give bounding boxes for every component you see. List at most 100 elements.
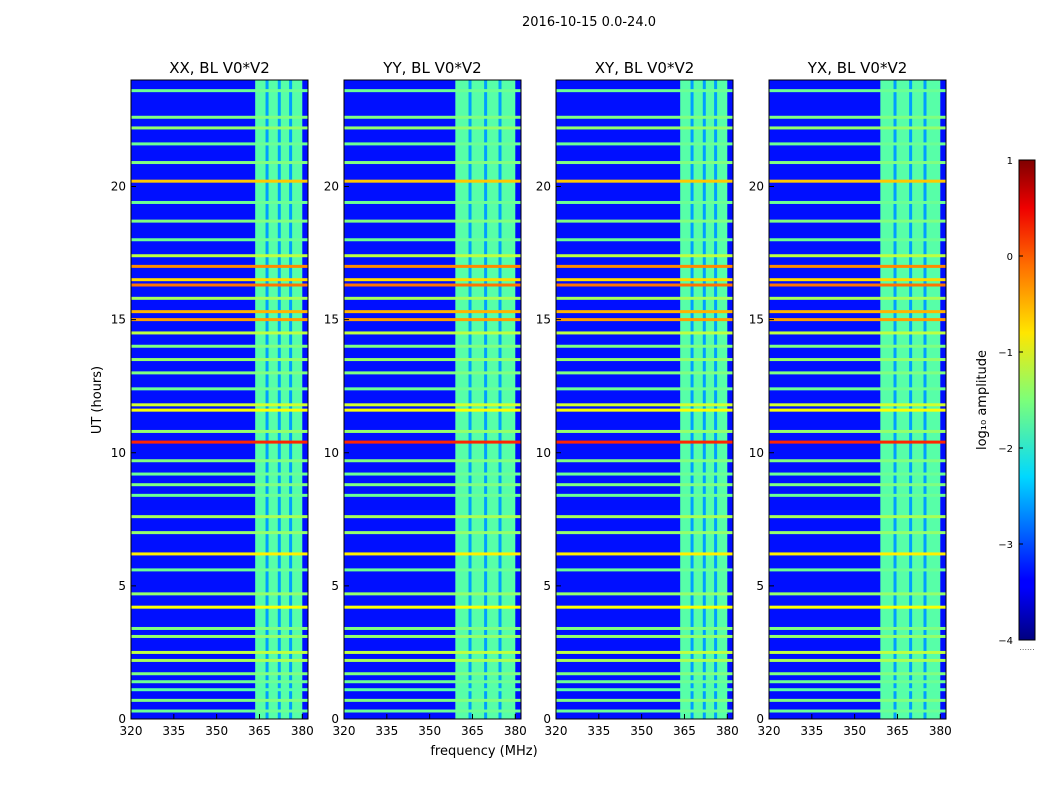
x-tick-label: 320 [333,724,356,738]
rfi-line [769,459,946,463]
panel-2: YY, BL V0*V2 320 335 350 365 380 0 5 10 15 20 [324,59,527,738]
rfi-line [769,515,946,519]
rfi-line [344,515,521,519]
y-tick-label: 0 [756,712,764,726]
rfi-line [344,605,521,609]
panel-title: XX, BL V0*V2 [169,59,270,77]
colorbar-ticks: 1 0 −1 −2 −3 −4 [998,156,1023,647]
rfi-line [769,89,946,93]
panel-title: XY, BL V0*V2 [595,59,695,77]
rfi-line [131,358,308,362]
rfi-line [344,344,521,348]
panel-1: XX, BL V0*V2 320 335 350 365 380 0 5 10 15 20 [111,59,314,738]
y-tick-label: 20 [536,180,551,194]
rfi-line [131,483,308,487]
rfi-line [769,592,946,596]
rfi-line [556,142,733,146]
rfi-line [556,672,733,676]
rfi-line [556,278,733,282]
y-tick-label: 15 [324,313,339,327]
rfi-line [556,310,733,314]
rfi-line [344,387,521,391]
rfi-line [131,552,308,556]
rfi-line [131,403,308,407]
colorbar-tick-label: 0 [1007,252,1013,263]
rfi-line [344,650,521,654]
rfi-line [344,283,521,287]
colorbar-below-note: ...... [1019,643,1034,652]
rfi-line [769,115,946,119]
x-tick-label: 380 [929,724,952,738]
y-tick-label: 0 [543,712,551,726]
rfi-line [344,89,521,93]
rfi-line [344,709,521,713]
band-gap [289,80,293,719]
band-gap [265,80,269,719]
colorbar-tick-label: −3 [998,540,1013,551]
rfi-line [556,296,733,300]
rfi-line [131,709,308,713]
rfi-line [556,531,733,535]
x-tick-label: 350 [205,724,228,738]
rfi-line [769,531,946,535]
rfi-line [769,371,946,375]
band-gap [690,80,694,719]
rfi-line [556,387,733,391]
rfi-line [344,493,521,497]
rfi-line [556,318,733,322]
rfi-line [556,605,733,609]
rfi-line [556,344,733,348]
rfi-line [131,605,308,609]
rfi-line [344,403,521,407]
rfi-line [344,238,521,242]
rfi-line [131,200,308,204]
rfi-line [131,161,308,165]
rfi-line [556,634,733,638]
panel-frame [130,79,309,720]
rfi-line [769,429,946,433]
figure-suptitle: 2016-10-15 0.0-24.0 [522,15,656,30]
rfi-line [131,515,308,519]
rfi-line [131,126,308,130]
rfi-line [769,698,946,702]
rfi-line [769,658,946,662]
heatmap-body [344,80,521,719]
rfi-line [556,429,733,433]
rfi-line [131,531,308,535]
rfi-line [344,254,521,258]
rfi-line [556,472,733,476]
rfi-line [131,89,308,93]
rfi-line [131,672,308,676]
band-gap [702,80,706,719]
rfi-line [769,358,946,362]
rfi-line [769,672,946,676]
rfi-line [556,459,733,463]
rfi-line [344,459,521,463]
rfi-line [131,318,308,322]
panel-frame [343,79,522,720]
rfi-line [556,515,733,519]
rfi-line [556,126,733,130]
rfi-line [769,552,946,556]
rfi-line [769,709,946,713]
rfi-line [556,200,733,204]
rfi-line [769,568,946,572]
panel-4: YX, BL V0*V2 320 335 350 365 380 0 5 10 15 20 [749,59,952,738]
rfi-line [344,331,521,335]
rfi-line [344,142,521,146]
rfi-line [344,310,521,314]
panel-frame [768,79,947,720]
y-tick-label: 0 [118,712,126,726]
rfi-line [769,403,946,407]
rfi-line [344,672,521,676]
rfi-line [344,318,521,322]
rfi-line [131,387,308,391]
rfi-line [131,658,308,662]
y-tick-label: 10 [111,446,126,460]
rfi-line [344,115,521,119]
rfi-line [131,296,308,300]
colorbar-label: log₁₀ amplitude [975,350,990,450]
rfi-line [769,254,946,258]
rfi-line [131,429,308,433]
rfi-line [769,408,946,412]
